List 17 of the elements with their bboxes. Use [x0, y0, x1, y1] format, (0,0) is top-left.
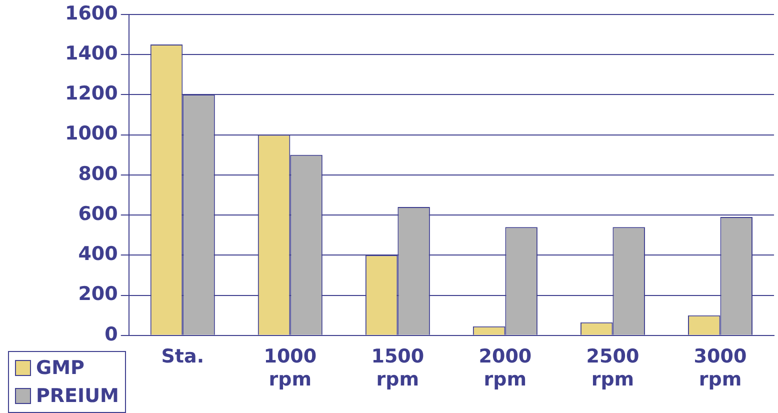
y-tick-label: 800	[78, 162, 118, 185]
x-tick-label: 1500 rpm	[371, 346, 424, 391]
x-tick-label: Sta.	[161, 346, 204, 368]
y-tick-label: 1200	[64, 82, 118, 105]
y-tick-label: 1400	[64, 42, 118, 64]
legend-label: PREIUM	[36, 384, 119, 409]
y-tick-label: 1600	[64, 2, 118, 24]
y-tick-label: 200	[78, 283, 118, 306]
y-tick-label: 600	[78, 202, 118, 225]
y-tick-label: 0	[104, 323, 118, 346]
x-tick-label: 2500 rpm	[586, 346, 640, 391]
y-tick-label: 400	[78, 243, 118, 266]
y-tick-label: 1000	[64, 122, 118, 145]
legend-label: GMP	[36, 356, 84, 381]
x-tick-label: 3000 rpm	[694, 346, 747, 391]
x-tick-label: 1000 rpm	[264, 346, 317, 391]
x-tick-label: 2000 rpm	[478, 346, 532, 391]
